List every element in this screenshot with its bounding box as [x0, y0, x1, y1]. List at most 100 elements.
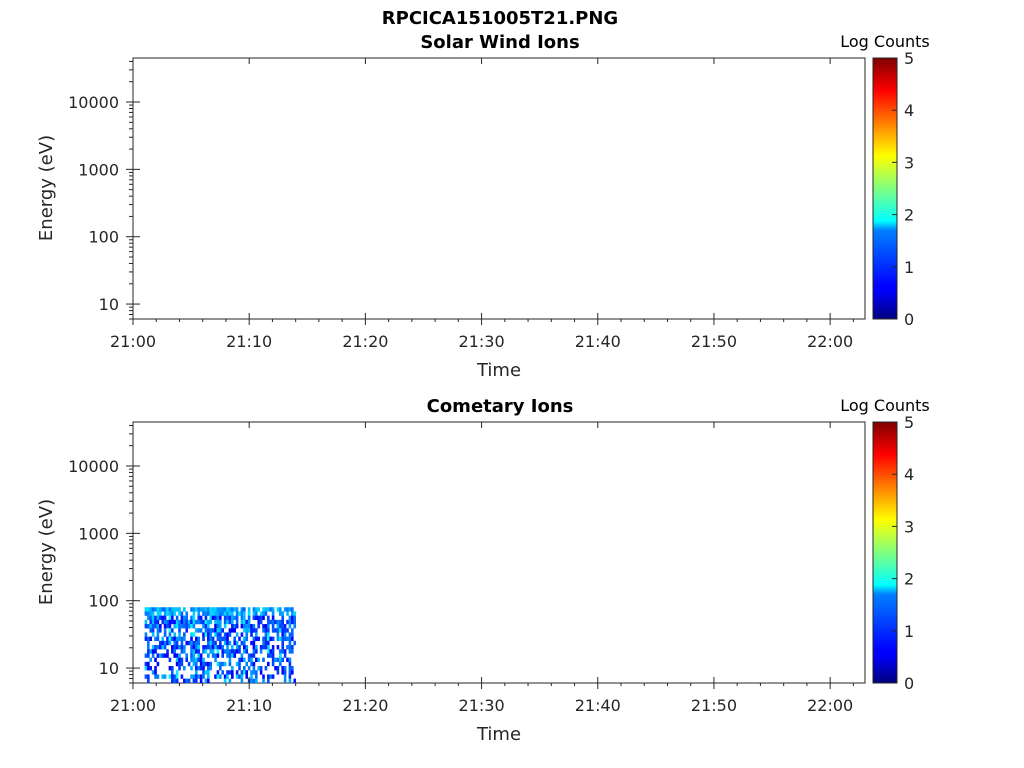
heatmap-cell [183, 636, 186, 642]
heatmap-cell [149, 636, 153, 642]
heatmap-cell [235, 624, 239, 629]
heatmap-cell [204, 619, 208, 625]
heatmap-cell [269, 674, 273, 679]
colorbar-tick-label: 2 [904, 206, 914, 225]
heatmap-cell [209, 661, 213, 667]
heatmap-cell [264, 640, 268, 646]
heatmap-cell [288, 636, 292, 642]
heatmap-cell [288, 657, 292, 663]
heatmap-cell [279, 607, 282, 612]
heatmap-cell [190, 640, 193, 646]
heatmap-cell [154, 645, 157, 650]
heatmap-cell [168, 611, 172, 616]
heatmap-cell [192, 657, 196, 663]
heatmap-cell [279, 682, 282, 683]
heatmap-cell [192, 649, 196, 654]
heatmap-cell [269, 619, 273, 625]
heatmap-cell [235, 607, 239, 612]
heatmap-cell [187, 640, 191, 646]
heatmap-cell [209, 611, 213, 616]
heatmap-cell [293, 678, 297, 683]
heatmap-cell [144, 607, 148, 612]
heatmap-cell [238, 611, 241, 616]
heatmap-cell [293, 619, 297, 625]
heatmap-cell [180, 619, 184, 625]
heatmap-cell [216, 628, 220, 633]
heatmap-cell [151, 624, 155, 629]
heatmap-cell [219, 624, 222, 629]
heatmap-cell [144, 611, 148, 616]
heatmap-cell [161, 674, 165, 679]
heatmap-cell [144, 653, 148, 658]
heatmap-cell [240, 674, 244, 679]
heatmap-cell [192, 611, 196, 616]
heatmap-cell [171, 666, 174, 671]
heatmap-cell [233, 640, 237, 646]
heatmap-cell [183, 649, 186, 654]
heatmap-cell [271, 615, 275, 621]
heatmap-cell [247, 611, 251, 616]
heatmap-cell [190, 674, 193, 679]
heatmap-cell [281, 649, 285, 654]
heatmap-cell [228, 670, 232, 675]
heatmap-cell [219, 619, 222, 625]
heatmap-cell [202, 636, 205, 642]
colorbar-tick-label: 1 [904, 258, 914, 277]
heatmap-cell [271, 649, 275, 654]
heatmap-cell [154, 607, 157, 612]
heatmap-cell [276, 632, 280, 637]
heatmap-cell [154, 649, 157, 654]
heatmap-cell [204, 607, 208, 612]
heatmap-cell [267, 674, 270, 679]
heatmap-cell [271, 619, 275, 625]
heatmap-cell [156, 661, 160, 667]
heatmap-cell [149, 619, 153, 625]
colorbar-tick-label: 0 [904, 310, 914, 329]
heatmap-cell [214, 607, 217, 612]
heatmap-cell [185, 640, 189, 646]
heatmap-cell [271, 624, 275, 629]
heatmap-cell [247, 628, 251, 633]
heatmap-cell [151, 607, 155, 612]
heatmap-cell [207, 628, 210, 633]
heatmap-cell [151, 628, 155, 633]
heatmap-cell [274, 628, 277, 633]
heatmap-cell [228, 661, 232, 667]
heatmap-cell [228, 682, 232, 683]
heatmap-cell [240, 657, 244, 663]
heatmap-cell [235, 674, 239, 679]
heatmap-cell [267, 661, 270, 667]
heatmap-cell [166, 611, 169, 616]
heatmap-cell [161, 619, 165, 625]
heatmap-cell [195, 645, 198, 650]
heatmap-cell [216, 670, 220, 675]
heatmap-cell [209, 640, 213, 646]
heatmap-cell [156, 607, 160, 612]
heatmap-cell [214, 657, 217, 663]
x-axis: 21:00 21:10 21:20 21:30 21:40 21:50 22:00 [110, 422, 854, 715]
heatmap-cell [264, 636, 268, 642]
heatmap-cell [183, 624, 186, 629]
heatmap-cell [233, 653, 237, 658]
heatmap-cell [240, 678, 244, 683]
heatmap-cell [204, 615, 208, 621]
heatmap-cell [221, 645, 225, 650]
heatmap-cell [147, 636, 150, 642]
heatmap-cell [267, 640, 270, 646]
heatmap-cell [163, 632, 167, 637]
heatmap-cell [233, 636, 237, 642]
heatmap-cell [214, 628, 217, 633]
y-tick-label: 1000 [78, 160, 119, 179]
heatmap-cell [175, 678, 179, 683]
heatmap-cell [207, 632, 210, 637]
heatmap-cell [281, 640, 285, 646]
heatmap-cell [178, 628, 181, 633]
heatmap-cell [245, 636, 249, 642]
heatmap-cell [223, 682, 227, 683]
heatmap-cell [204, 670, 208, 675]
heatmap-cell [199, 666, 203, 671]
heatmap-cell [190, 657, 193, 663]
heatmap-cell [262, 678, 265, 683]
heatmap-cell [185, 624, 189, 629]
